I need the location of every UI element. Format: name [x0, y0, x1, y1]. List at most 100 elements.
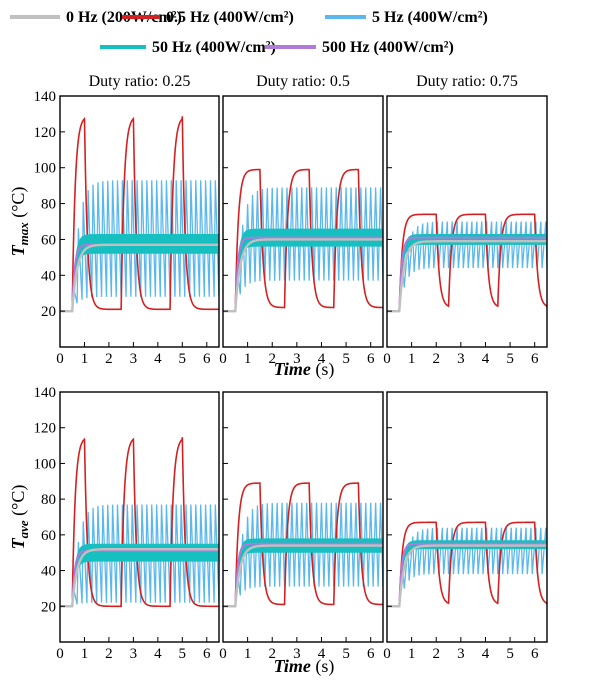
y-tick-label: 40	[41, 268, 56, 284]
x-tick-label: 5	[342, 351, 350, 367]
series-0.5hz-line	[60, 116, 219, 312]
series-500hz-line	[223, 236, 383, 313]
x-tick-label: 1	[81, 351, 89, 367]
series-0.5hz-line	[387, 521, 547, 608]
series-50hz-line	[60, 543, 219, 607]
y-axis-label-unit: (°C)	[8, 485, 29, 521]
y-axis-label-main: T	[8, 537, 28, 549]
legend-entry: 500 Hz (400W/cm²)	[265, 39, 454, 56]
series-0hz-line	[60, 547, 219, 608]
x-tick-label: 1	[408, 351, 416, 367]
x-tick-label: 3	[457, 351, 465, 367]
column-title: Duty ratio: 0.75	[416, 73, 518, 90]
series-group	[387, 213, 547, 313]
y-tick-label: 40	[41, 564, 56, 580]
panel-frame	[59, 391, 220, 643]
x-tick-label: 1	[244, 646, 252, 662]
legend-label: 50 Hz (400W/cm²)	[152, 39, 276, 56]
x-tick-label: 6	[203, 351, 211, 367]
series-0.5hz-line	[60, 437, 219, 608]
x-tick-label: 4	[154, 646, 162, 662]
x-tick-label: 6	[203, 646, 211, 662]
legend-entry: 0.5 Hz (400W/cm²)	[122, 9, 294, 26]
x-tick-label: 3	[293, 351, 301, 367]
series-0hz-line	[223, 544, 383, 608]
x-tick-label: 2	[268, 351, 276, 367]
x-tick-label: 5	[506, 646, 514, 662]
series-50hz-line	[60, 234, 219, 312]
series-group	[60, 116, 219, 313]
y-tick-label: 60	[41, 232, 56, 248]
series-group	[223, 168, 383, 313]
legend-label: 5 Hz (400W/cm²)	[372, 9, 488, 26]
x-tick-label: 4	[154, 351, 162, 367]
x-tick-label: 3	[457, 646, 465, 662]
x-tick-label: 1	[408, 646, 416, 662]
x-axis-label-main: Time	[274, 359, 311, 379]
legend: 0 Hz (200W/cm²)0.5 Hz (400W/cm²)5 Hz (40…	[10, 9, 488, 56]
x-axis-label: Time (s)	[274, 656, 335, 677]
series-0hz-line	[60, 243, 219, 313]
y-tick-label: 80	[41, 492, 56, 508]
x-axis-label: Time (s)	[274, 359, 335, 380]
x-axis-label-unit: (s)	[311, 359, 335, 380]
series-5hz-line	[387, 527, 547, 607]
x-tick-label: 6	[531, 351, 539, 367]
y-tick-label: 20	[41, 304, 56, 320]
series-0.5hz-line	[387, 213, 547, 312]
y-axis-label: Tave (°C)	[8, 485, 31, 550]
y-axis-label-unit: (°C)	[8, 187, 29, 223]
y-tick-label: 60	[41, 528, 56, 544]
column-titles: Duty ratio: 0.25 Duty ratio: 0.5 Duty rati…	[89, 73, 518, 90]
y-tick-label: 120	[34, 421, 57, 437]
series-group	[387, 521, 547, 608]
x-tick-label: 4	[482, 351, 490, 367]
legend-entry: 50 Hz (400W/cm²)	[100, 39, 276, 56]
panel-frame	[59, 95, 220, 348]
y-tick-label: 80	[41, 197, 56, 213]
legend-entry: 5 Hz (400W/cm²)	[325, 9, 488, 26]
y-tick-label: 140	[34, 89, 57, 105]
x-tick-label: 6	[367, 351, 375, 367]
series-0hz-line	[387, 240, 547, 313]
legend-label: 0.5 Hz (400W/cm²)	[166, 9, 294, 26]
column-title: Duty ratio: 0.25	[89, 73, 191, 90]
series-5hz-line	[223, 502, 383, 607]
panel-frame	[222, 95, 384, 348]
x-tick-label: 4	[318, 646, 326, 662]
x-tick-label: 5	[506, 351, 514, 367]
series-5hz-line	[223, 187, 383, 312]
y-tick-label: 120	[34, 125, 57, 141]
series-group	[60, 437, 219, 608]
series-0hz-line	[387, 544, 547, 608]
series-0hz-line	[223, 238, 383, 313]
x-tick-label: 1	[81, 646, 89, 662]
series-0.5hz-line	[223, 168, 383, 312]
x-tick-label: 2	[268, 646, 276, 662]
chart-panel: 0 1 2 3 4 5 6 20 40 60 80 100 120 140	[34, 385, 220, 662]
y-tick-label: 20	[41, 599, 56, 615]
x-tick-label: 0	[219, 351, 227, 367]
y-tick-label: 100	[34, 161, 57, 177]
x-tick-label: 5	[342, 646, 350, 662]
x-tick-label: 4	[318, 351, 326, 367]
y-axis-label: Tmax (°C)	[8, 187, 31, 257]
x-tick-label: 2	[432, 351, 440, 367]
x-tick-label: 1	[244, 351, 252, 367]
x-tick-label: 5	[179, 646, 187, 662]
x-tick-label: 3	[130, 646, 138, 662]
series-0.5hz-line	[223, 482, 383, 608]
axis-labels: Tmax (°C)Tave (°C)Time (s)Time (s)	[8, 187, 334, 677]
x-tick-label: 3	[293, 646, 301, 662]
y-tick-label: 140	[34, 385, 57, 401]
panel-frame	[386, 391, 548, 643]
x-tick-label: 0	[219, 646, 227, 662]
series-50hz-line	[223, 538, 383, 607]
panel-frame	[386, 95, 548, 348]
